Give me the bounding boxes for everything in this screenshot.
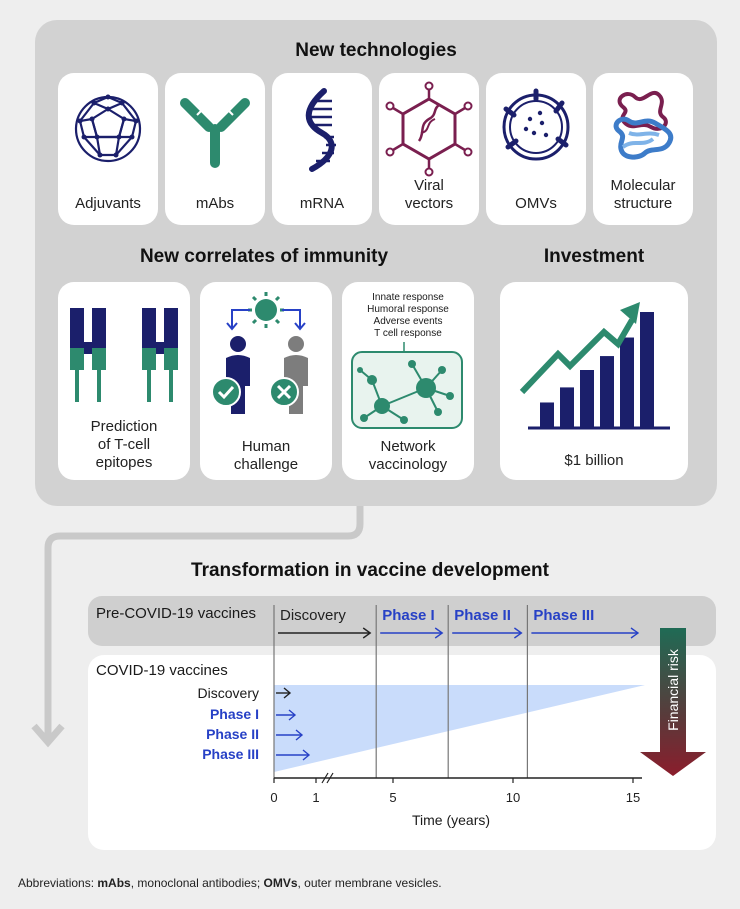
- protein-structure-icon: [613, 91, 674, 160]
- pre-phase-label-3: Phase II: [454, 607, 511, 624]
- x-tick-label-15: 15: [626, 790, 640, 805]
- tech-label-omvs: OMVs: [515, 195, 557, 212]
- correlate-card-network: Innate response Humoral response Adverse…: [342, 282, 474, 480]
- covid-phase-discovery: Discovery: [197, 685, 259, 701]
- correlate-card-epitopes: Prediction of T-cell epitopes: [58, 282, 190, 480]
- financial-risk-label: Financial risk: [665, 649, 681, 731]
- correlates-title: New correlates of immunity: [139, 246, 389, 267]
- tech-label-viral-vectors: Viral vectors: [404, 177, 454, 212]
- covid-panel: [88, 655, 716, 850]
- correlate-label-network: Network vaccinology: [368, 438, 448, 473]
- viral-vector-icon: [385, 81, 473, 177]
- investment-chart-icon: [519, 302, 670, 430]
- pre-phase-arrowhead-4: [630, 627, 640, 639]
- x-tick-label-0: 0: [270, 790, 277, 805]
- tech-card-mabs: mAbs: [165, 73, 265, 225]
- pre-phase-arrowhead-1: [362, 627, 372, 639]
- network-response-tcell: T cell response: [374, 328, 442, 339]
- investment-bar-2: [560, 387, 574, 428]
- financial-risk-arrow: [640, 628, 706, 776]
- pre-phase-label-4: Phase III: [533, 607, 594, 624]
- network-response-adverse: Adverse events: [373, 316, 443, 327]
- network-response-humoral: Humoral response: [367, 304, 449, 315]
- investment-label: $1 billion: [564, 452, 624, 469]
- abbr-key-mabs: mAbs: [97, 876, 131, 890]
- investment-bar-6: [640, 312, 654, 428]
- fullerene-icon: [74, 94, 142, 163]
- pre-phase-arrowhead-2: [434, 627, 444, 639]
- correlate-label-human-challenge: Human challenge: [233, 438, 299, 473]
- human-challenge-icon: [211, 292, 308, 414]
- covid-phase-arrowhead-4: [302, 749, 311, 761]
- x-tick-label-10: 10: [506, 790, 520, 805]
- tech-card-adjuvants: Adjuvants: [58, 73, 158, 225]
- new-technologies-title: New technologies: [295, 40, 457, 61]
- network-icon: [351, 342, 463, 429]
- investment-bar-4: [600, 356, 614, 428]
- covid-label: COVID-19 vaccines: [96, 662, 228, 679]
- investment-title: Investment: [543, 246, 645, 267]
- transformation-title: Transformation in vaccine development: [191, 560, 549, 581]
- abbr-def-omvs: , outer membrane vesicles.: [297, 876, 442, 890]
- tech-label-mrna: mRNA: [299, 195, 345, 212]
- abbr-prefix: Abbreviations:: [18, 876, 98, 890]
- abbr-def-mabs: , monoclonal antibodies;: [130, 876, 264, 890]
- antibody-icon: [180, 98, 250, 168]
- tech-card-mrna: mRNA: [272, 73, 372, 225]
- x-tick-label-1: 1: [312, 790, 319, 805]
- pre-covid-label: Pre-COVID-19 vaccines: [96, 605, 257, 622]
- covid-phase-1: Phase I: [209, 706, 259, 722]
- pre-phase-arrowhead-3: [513, 627, 523, 639]
- abbreviations-note: Abbreviations: mAbs, monoclonal antibodi…: [18, 876, 442, 890]
- tech-label-molecular-structure: Molecular structure: [610, 177, 676, 212]
- investment-card: $1 billion: [500, 282, 688, 480]
- covid-phase-arrowhead-2: [288, 709, 297, 721]
- correlate-card-human-challenge: Human challenge: [200, 282, 332, 480]
- investment-bar-1: [540, 402, 554, 428]
- tech-card-viral-vectors: Viral vectors: [379, 73, 479, 225]
- risk-area: [274, 685, 645, 772]
- x-axis-label: Time (years): [412, 812, 491, 828]
- axis-break-2: [326, 772, 334, 784]
- tech-card-omvs: OMVs: [486, 73, 586, 225]
- covid-phase-3: Phase III: [202, 746, 259, 762]
- investment-bar-3: [580, 370, 594, 428]
- covid-phase-arrowhead-3: [295, 729, 304, 741]
- network-response-innate: Innate response: [372, 292, 444, 303]
- pre-phase-label-2: Phase I: [382, 607, 435, 624]
- tech-label-mabs: mAbs: [195, 195, 235, 212]
- investment-bar-5: [620, 337, 634, 428]
- abbr-key-omvs: OMVs: [263, 876, 298, 890]
- tech-card-molecular-structure: Molecular structure: [593, 73, 693, 225]
- correlate-label-epitopes: Prediction of T-cell epitopes: [90, 418, 158, 471]
- vesicle-icon: [502, 88, 570, 161]
- covid-phase-2: Phase II: [206, 726, 259, 742]
- x-tick-label-5: 5: [389, 790, 396, 805]
- receptor-icon: [70, 308, 178, 402]
- tech-label-adjuvants: Adjuvants: [75, 195, 141, 212]
- pre-phase-label-1: Discovery: [280, 607, 346, 624]
- axis-break-1: [321, 772, 329, 784]
- covid-phase-arrowhead-1: [283, 687, 292, 699]
- rna-strand-icon: [305, 88, 336, 172]
